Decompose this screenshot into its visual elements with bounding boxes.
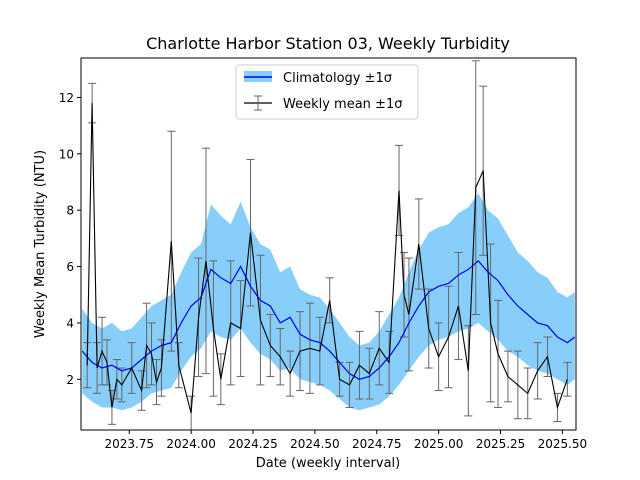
weekly-mean-line	[86, 103, 568, 414]
chart-title: Charlotte Harbor Station 03, Weekly Turb…	[146, 34, 510, 53]
plot-clip-group	[81, 60, 576, 430]
legend-climatology-label: Climatology ±1σ	[283, 71, 392, 86]
x-tick-label: 2024.00	[166, 437, 216, 451]
y-axis-label: Weekly Mean Turbidity (NTU)	[33, 150, 48, 338]
climatology-mean-line	[81, 260, 576, 380]
legend-weekly-label: Weekly mean ±1σ	[283, 97, 402, 112]
x-tick-label: 2024.25	[228, 437, 278, 451]
plot-area	[81, 60, 576, 430]
climatology-band	[82, 193, 575, 411]
y-tick-label: 8	[66, 204, 74, 218]
x-tick-label: 2024.75	[352, 437, 402, 451]
x-tick-label: 2023.75	[104, 437, 154, 451]
x-tick-label: 2025.25	[476, 437, 526, 451]
axes-frame	[80, 57, 577, 431]
legend: Climatology ±1σ Weekly mean ±1σ	[235, 64, 419, 120]
x-tick-label: 2024.50	[290, 437, 340, 451]
y-tick-label: 2	[66, 373, 74, 387]
x-tick-label: 2025.50	[538, 437, 588, 451]
legend-frame	[235, 64, 419, 120]
y-tick-label: 10	[59, 147, 74, 161]
y-tick-label: 4	[66, 316, 74, 330]
x-axis-label: Date (weekly interval)	[256, 456, 401, 471]
errorbar	[563, 361, 572, 397]
x-tick-label: 2025.00	[414, 437, 464, 451]
axes: 2023.75 2024.00 2024.25 2024.50 2024.75 2025.…	[59, 57, 588, 451]
y-tick-label: 12	[59, 91, 74, 105]
y-tick-label: 6	[66, 260, 74, 274]
